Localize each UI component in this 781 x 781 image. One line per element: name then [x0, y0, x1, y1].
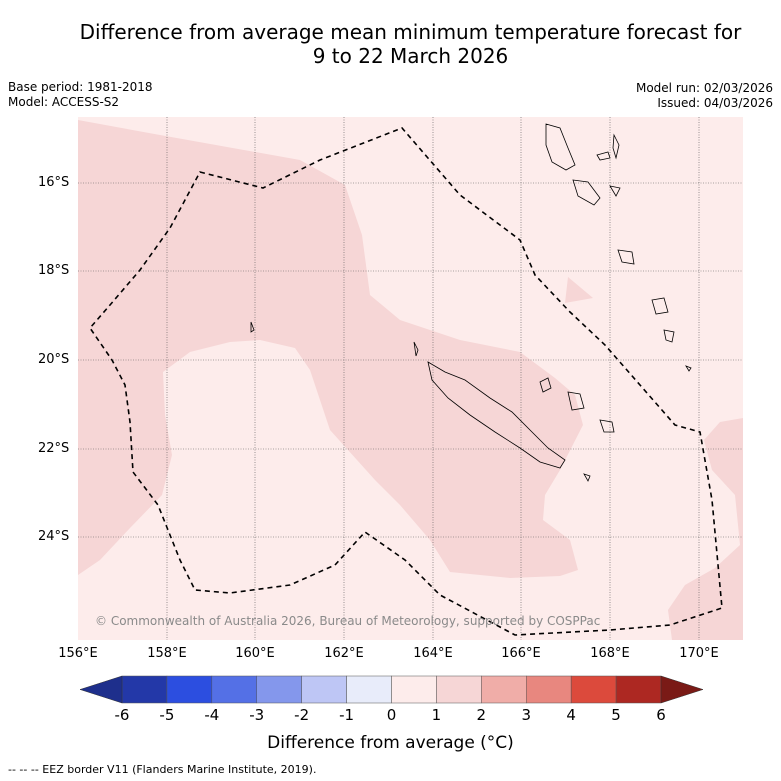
belep-islands-coast [413, 341, 419, 357]
model-run: Model run: 02/03/2026 [635, 81, 773, 95]
eez-border [88, 127, 723, 636]
lat-label: 22°S [38, 441, 70, 456]
colorbar-segment [436, 675, 482, 704]
islet-east-coast [685, 365, 692, 372]
copyright-notice: © Commonwealth of Australia 2026, Bureau… [95, 614, 601, 628]
vanuatu-islet-3-coast [609, 185, 621, 197]
lon-label: 162°E [324, 646, 364, 661]
colorbar-tick: 3 [521, 706, 532, 724]
colorbar-segment [211, 675, 257, 704]
colorbar-segment [526, 675, 572, 704]
colorbar-tick: 5 [611, 706, 621, 724]
vanuatu-north-coast [545, 123, 576, 171]
coastlines [250, 123, 692, 482]
info-left: Base period: 1981-2018 Model: ACCESS-S2 [8, 80, 153, 110]
lat-label: 20°S [38, 352, 70, 367]
colorbar-tick: -1 [339, 706, 355, 724]
lat-label: 24°S [38, 529, 70, 544]
colorbar-tick: -2 [294, 706, 310, 724]
colorbar-tick: -3 [249, 706, 265, 724]
eez-legend: -- -- -- EEZ border V11 (Flanders Marine… [8, 763, 317, 776]
title-line-2: 9 to 22 March 2026 [312, 44, 509, 68]
lon-label: 164°E [413, 646, 453, 661]
colorbar [79, 675, 704, 704]
anomaly-region-1-to-2-main [78, 120, 583, 578]
colorbar-segment [346, 675, 392, 704]
mare-island-coast [567, 391, 585, 411]
colorbar-segment [615, 675, 662, 704]
colorbar-segment [301, 675, 347, 704]
lon-label: 160°E [235, 646, 275, 661]
lon-label: 170°E [679, 646, 719, 661]
colorbar-tick: 0 [386, 706, 397, 724]
colorbar-title: Difference from average (°C) [267, 733, 514, 753]
colorbar-low-extension [79, 675, 123, 704]
vanuatu-islet-2-coast [612, 133, 620, 160]
loyalty-east-2-coast [663, 329, 675, 343]
colorbar-segment [481, 675, 527, 704]
colorbar-high-extension [660, 675, 704, 704]
colorbar-segment [166, 675, 213, 704]
colorbar-segment [391, 675, 437, 704]
info-right: Model run: 02/03/2026 Issued: 04/03/2026 [636, 81, 773, 111]
colorbar-tick: -5 [159, 706, 175, 724]
vanuatu-central-coast [572, 179, 601, 206]
lon-label: 158°E [147, 646, 187, 661]
title-line-1: Difference from average mean minimum tem… [79, 20, 742, 44]
colorbar-tick: 1 [431, 706, 442, 724]
colorbar-tick: -6 [114, 706, 130, 724]
lon-label: 168°E [590, 646, 630, 661]
colorbar-tick: -4 [204, 706, 220, 724]
colorbar-segment [570, 675, 617, 704]
loyalty-islet-coast [599, 419, 615, 433]
vanuatu-south-coast [617, 249, 635, 265]
lon-label: 156°E [58, 646, 98, 661]
new-caledonia-coast [427, 361, 566, 469]
colorbar-segment [256, 675, 302, 704]
loyalty-east-coast [651, 297, 669, 315]
issued-date: Issued: 04/03/2026 [657, 96, 773, 110]
map-title: Difference from average mean minimum tem… [40, 20, 781, 68]
colorbar-segment [121, 675, 168, 704]
anomaly-region-1-to-2-patch [565, 277, 593, 303]
lifou-island-coast [539, 377, 552, 393]
lat-label: 16°S [38, 175, 70, 190]
islet-west-coast [250, 321, 255, 333]
colorbar-tick: 6 [656, 706, 666, 724]
lat-label: 18°S [38, 263, 70, 278]
vanuatu-islet-1-coast [596, 151, 611, 161]
base-period: Base period: 1981-2018 [8, 80, 153, 94]
south-islet-coast [583, 473, 591, 482]
lon-label: 166°E [501, 646, 541, 661]
model-name: Model: ACCESS-S2 [8, 95, 120, 109]
anomaly-region-1-to-2-southeast [668, 418, 743, 640]
colorbar-tick: 2 [476, 706, 487, 724]
grid-lines [78, 117, 743, 640]
colorbar-tick: 4 [566, 706, 576, 724]
